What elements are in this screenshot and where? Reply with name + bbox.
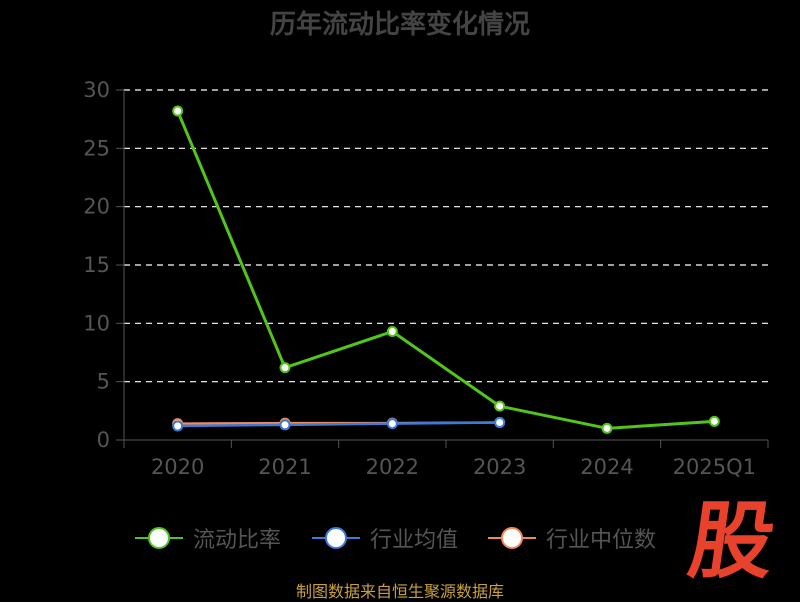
y-tick-label: 15	[83, 253, 110, 277]
data-point	[279, 362, 291, 374]
legend-item-industry-median[interactable]: 行业中位数	[486, 520, 656, 556]
data-point	[172, 105, 184, 117]
data-point	[386, 418, 398, 430]
data-point	[172, 420, 184, 432]
legend-swatch-industry-mean	[312, 527, 360, 549]
y-tick-label: 0	[97, 428, 110, 452]
legend-swatch-current-ratio	[135, 527, 183, 549]
y-tick-label: 10	[83, 311, 110, 335]
legend-swatch-industry-median	[488, 527, 536, 549]
legend-label-industry-mean: 行业均值	[370, 528, 459, 553]
series-line	[176, 110, 715, 430]
data-point	[708, 415, 720, 427]
x-tick-label: 2022	[366, 455, 419, 479]
y-tick-label: 20	[83, 195, 110, 219]
x-tick-label: 2020	[151, 455, 204, 479]
x-tick-label: 2024	[580, 455, 633, 479]
data-point	[386, 326, 398, 337]
x-tick-label: 2025Q1	[673, 455, 756, 479]
legend-item-current-ratio[interactable]: 流动比率	[133, 520, 281, 556]
x-tick-label: 2023	[473, 455, 526, 479]
x-tick-label: 2021	[258, 455, 311, 479]
y-tick-label: 30	[83, 78, 110, 102]
data-point	[601, 422, 613, 434]
series-line	[177, 421, 500, 428]
footer-source: 制图数据来自恒生聚源数据库	[295, 582, 504, 601]
legend-item-industry-mean[interactable]: 行业均值	[310, 520, 458, 556]
chart-title: 历年流动比率变化情况	[269, 10, 530, 40]
legend: 流动比率 行业均值 行业中位数	[0, 520, 800, 556]
data-point	[279, 419, 291, 431]
legend-label-current-ratio: 流动比率	[193, 528, 282, 553]
y-tick-label: 25	[83, 136, 110, 160]
data-point	[494, 400, 506, 412]
legend-label-industry-median: 行业中位数	[546, 528, 657, 553]
data-point	[494, 417, 506, 428]
y-tick-label: 5	[97, 370, 110, 394]
watermark-logo: 股	[683, 492, 781, 590]
